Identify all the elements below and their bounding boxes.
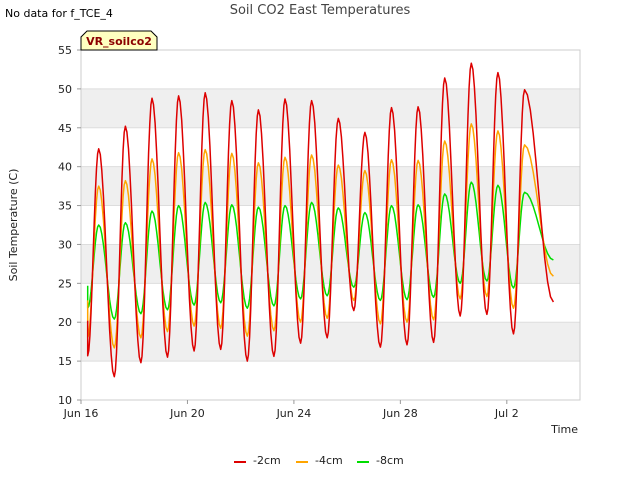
y-tick-label: 55 [58, 44, 72, 57]
y-tick-label: 45 [58, 122, 72, 135]
legend-label: -2cm [253, 454, 281, 467]
background-band [81, 88, 580, 128]
y-tick-label: 25 [58, 277, 72, 290]
x-tick-label: Jun 16 [63, 407, 99, 420]
y-tick-label: 40 [58, 161, 72, 174]
no-data-message: No data for f_TCE_4 [5, 7, 113, 20]
series-line-minus-2cm [86, 62, 555, 378]
y-axis-ticks: 10 15 20 25 30 35 40 45 50 55 [58, 44, 81, 407]
x-tick-label: Jun 20 [169, 407, 205, 420]
y-tick-label: 35 [58, 200, 72, 213]
x-tick-label: Jul 2 [494, 407, 519, 420]
plot-frame [80, 49, 581, 401]
y-tick-label: 50 [58, 83, 72, 96]
series-layer [86, 62, 555, 378]
chart-title: Soil CO2 East Temperatures [229, 3, 411, 18]
legend-label: -8cm [376, 454, 404, 467]
x-axis-ticks: Jun 16 Jun 20 Jun 24 Jun 28 Jul 2 [63, 400, 519, 420]
x-tick-label: Jun 28 [382, 407, 418, 420]
x-tick-label: Jun 24 [276, 407, 312, 420]
legend: -2cm -4cm -8cm [234, 454, 404, 467]
y-tick-label: 15 [58, 355, 72, 368]
y-tick-label: 20 [58, 316, 72, 329]
y-axis-title: Soil Temperature (C) [7, 169, 20, 282]
background-bands [81, 88, 580, 362]
site-badge-label: VR_soilco2 [86, 35, 152, 48]
y-tick-label: 30 [58, 238, 72, 251]
site-badge-box [80, 30, 158, 51]
background-band [81, 322, 580, 362]
site-badge: VR_soilco2 [80, 30, 158, 51]
x-axis-title: Time [550, 423, 578, 436]
y-tick-label: 10 [58, 394, 72, 407]
legend-label: -4cm [315, 454, 343, 467]
